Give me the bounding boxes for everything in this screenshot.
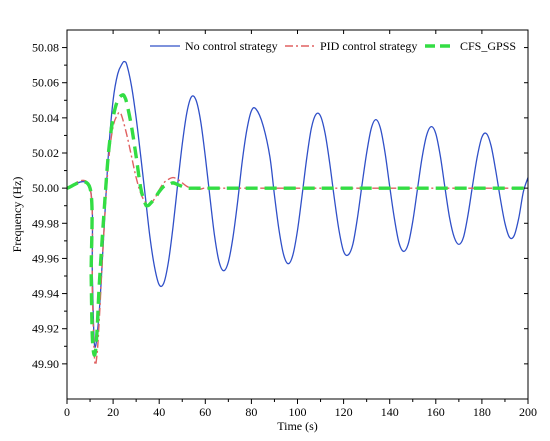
series-line-1 (66, 60, 529, 348)
y-tick-label: 49.90 (32, 357, 59, 371)
y-tick-label: 49.98 (32, 216, 59, 230)
x-tick-label: 180 (473, 405, 491, 419)
y-tick-label: 50.08 (32, 41, 59, 55)
y-tick-label: 50.00 (32, 181, 59, 195)
y-tick-label: 49.94 (32, 287, 59, 301)
y-tick-label: 50.06 (32, 76, 59, 90)
legend-label-2: PID control strategy (320, 39, 417, 53)
x-tick-label: 40 (153, 405, 165, 419)
y-tick-label: 49.92 (32, 322, 59, 336)
y-tick-label: 49.96 (32, 251, 59, 265)
x-tick-label: 100 (289, 405, 307, 419)
y-tick-label: 50.04 (32, 111, 59, 125)
legend: No control strategy PID control strategy C… (150, 39, 516, 53)
x-tick-label: 200 (519, 405, 537, 419)
y-tick-label: 50.02 (32, 146, 59, 160)
plot-frame (66, 29, 529, 400)
x-tick-label: 20 (107, 405, 119, 419)
x-tick-label: 80 (245, 405, 257, 419)
legend-label-1: No control strategy (185, 39, 278, 53)
x-tick-label: 0 (64, 405, 70, 419)
series-line-3 (66, 93, 528, 357)
x-axis-label: Time (s) (277, 419, 318, 433)
y-axis-label: Frequency (Hz) (10, 177, 24, 253)
x-tick-label: 160 (427, 405, 445, 419)
legend-label-3: CFS_GPSS (460, 39, 516, 53)
x-tick-label: 140 (381, 405, 399, 419)
x-tick-label: 120 (335, 405, 353, 419)
x-tick-label: 60 (199, 405, 211, 419)
